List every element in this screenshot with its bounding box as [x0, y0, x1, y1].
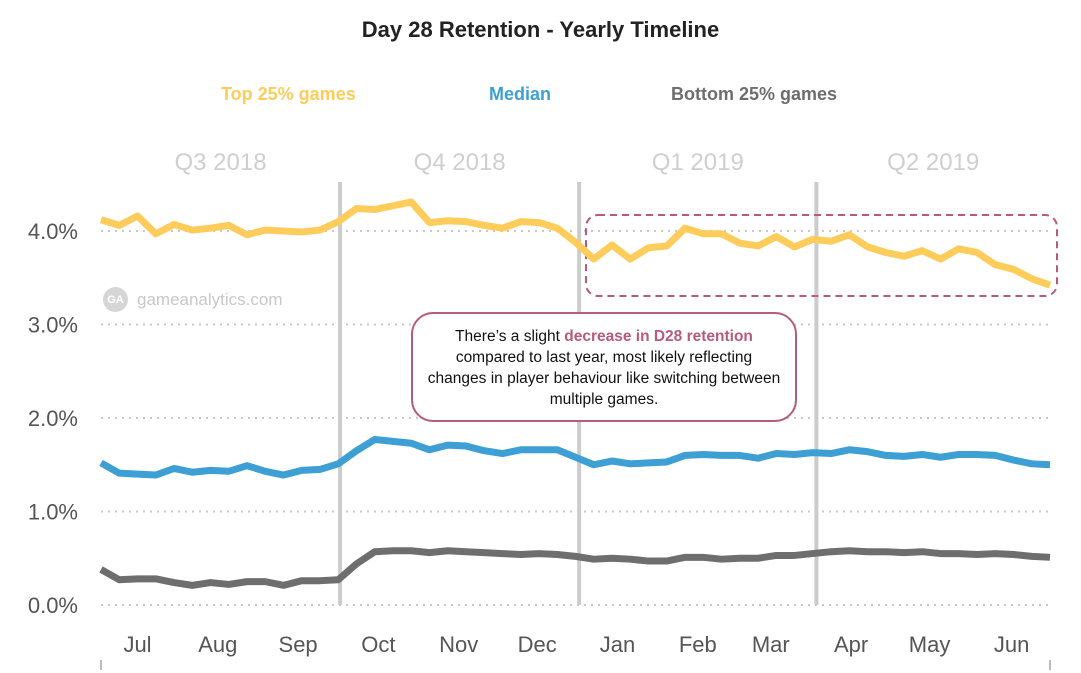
x-tick-label: Oct — [361, 632, 395, 657]
gameanalytics-logo-icon: GA — [103, 287, 128, 312]
quarter-label: Q1 2019 — [652, 149, 744, 176]
quarter-label: Q4 2018 — [414, 149, 506, 176]
y-tick-label: 1.0% — [28, 500, 78, 525]
x-tick-label: May — [909, 632, 951, 657]
legend-median: Median — [489, 84, 552, 104]
x-tick-label: Dec — [518, 632, 557, 657]
quarter-label: Q3 2018 — [174, 149, 266, 176]
legend-bottom-25: Bottom 25% games — [671, 84, 838, 104]
series-line-bottom-25 — [99, 547, 1051, 589]
x-tick-label: Aug — [198, 632, 237, 657]
quarter-label: Q2 2019 — [887, 149, 979, 176]
x-tick-label: Jul — [123, 632, 151, 657]
callout-highlight: decrease in D28 retention — [564, 328, 753, 345]
watermark-text: gameanalytics.com — [137, 289, 283, 309]
y-tick-label: 2.0% — [28, 406, 78, 431]
watermark: GA gameanalytics.com — [103, 287, 283, 312]
series-line-top-25 — [99, 198, 1052, 289]
y-tick-label: 3.0% — [28, 313, 78, 338]
x-tick-label: Nov — [439, 632, 478, 657]
callout-text-before: There’s a slight — [455, 328, 565, 345]
legend-top-25: Top 25% games — [221, 84, 356, 104]
callout-text-after: compared to last year, most likely refle… — [427, 349, 781, 408]
y-tick-label: 0.0% — [28, 593, 78, 618]
x-tick-label: Apr — [834, 632, 868, 657]
x-tick-label: Mar — [752, 632, 790, 657]
x-tick-label: Sep — [279, 632, 318, 657]
x-tick-label: Jun — [994, 632, 1029, 657]
annotation-callout: There’s a slight decrease in D28 retenti… — [411, 312, 797, 422]
series-line-median — [99, 436, 1051, 479]
x-tick-label: Jan — [600, 632, 635, 657]
y-tick-label: 4.0% — [28, 219, 78, 244]
chart-title: Day 28 Retention - Yearly Timeline — [361, 17, 720, 42]
x-tick-label: Feb — [679, 632, 717, 657]
